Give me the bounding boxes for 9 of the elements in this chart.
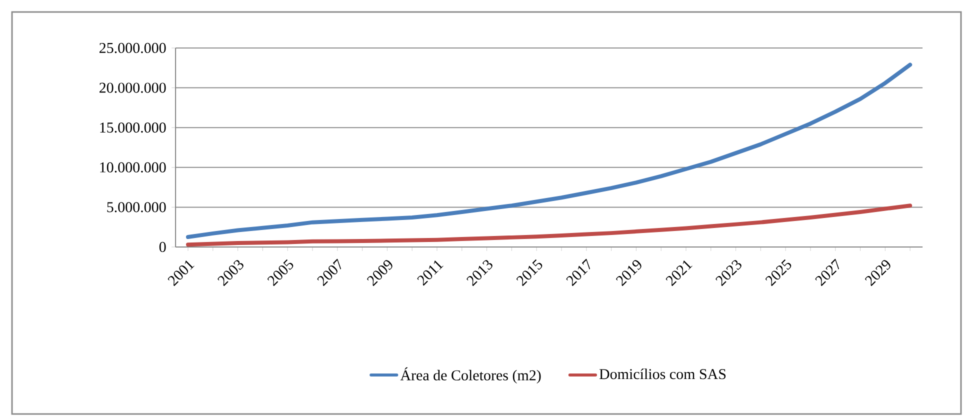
y-tick-label: 15.000.000 [100,122,166,133]
legend-label: Área de Coletores (m2) [400,367,541,384]
line-series [186,62,912,240]
legend-label: Domicílios com SAS [599,368,726,380]
y-tick-label: 0 [159,242,166,252]
y-tick-label: 10.000.000 [100,162,166,172]
y-tick-label: 25.000.000 [100,42,166,54]
y-tick-label: 20.000.000 [100,82,166,93]
y-tick-label: 5.000.000 [107,202,166,212]
